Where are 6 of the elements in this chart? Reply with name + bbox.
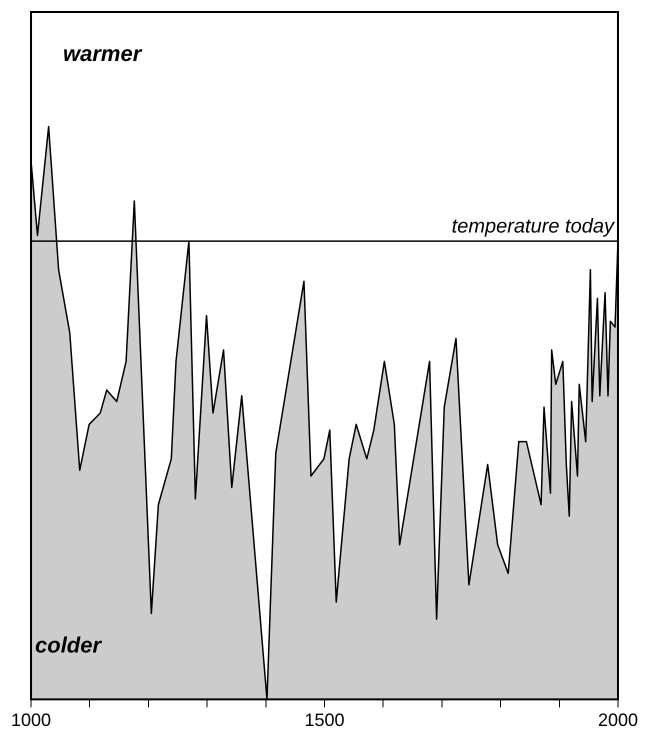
x-tick-label: 1000 — [11, 710, 52, 730]
annotation: colder — [35, 632, 102, 658]
x-tick-label: 1500 — [304, 710, 345, 730]
text: warmer — [63, 41, 143, 66]
ref-line-label: temperature today — [452, 216, 615, 238]
x-tick-label: 2000 — [598, 710, 638, 730]
